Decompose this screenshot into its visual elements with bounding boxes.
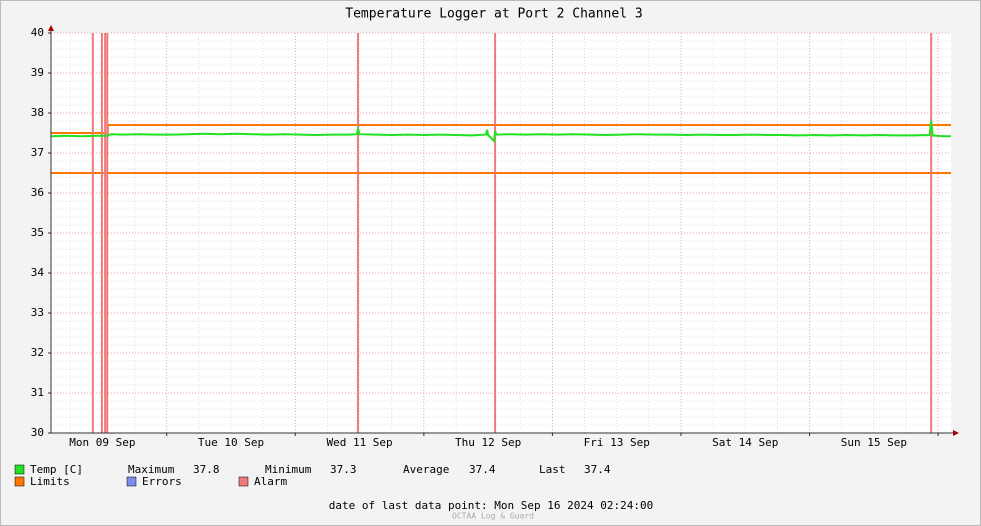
stat-label: Last — [539, 463, 566, 476]
x-tick-label: Fri 13 Sep — [584, 436, 650, 449]
stat-value: 37.3 — [330, 463, 357, 476]
legend-label: Temp [C] — [30, 463, 83, 476]
series-line — [50, 120, 951, 144]
legend-swatch — [14, 464, 25, 475]
y-tick-label: 31 — [31, 386, 44, 399]
legend-swatch — [238, 476, 249, 487]
legend-swatch — [126, 476, 137, 487]
x-tick-label: Thu 12 Sep — [455, 436, 521, 449]
stat-label: Minimum — [265, 463, 312, 476]
watermark: OCTAA Log & Guard — [452, 512, 534, 521]
legend-label: Errors — [142, 475, 182, 488]
axes: 30 31 32 33 34 35 36 37 38 39 40 Mon 09 Sep Tue 10 S… — [31, 25, 959, 449]
y-tick-label: 36 — [31, 186, 44, 199]
y-tick-label: 33 — [31, 306, 44, 319]
y-tick-label: 38 — [31, 106, 44, 119]
y-tick-label: 35 — [31, 226, 44, 239]
y-tick-label: 30 — [31, 426, 44, 439]
legend-label: Limits — [30, 475, 70, 488]
x-arrow — [953, 430, 959, 436]
stat-value: 37.4 — [584, 463, 611, 476]
legend: Temp [C]Limits Errors Alarm Maximum 37.8 Mini… — [14, 463, 611, 488]
stat-value: 37.8 — [193, 463, 220, 476]
grid — [51, 32, 951, 434]
x-tick-label: Sun 15 Sep — [841, 436, 907, 449]
stat-label: Maximum — [128, 463, 175, 476]
marks — [50, 33, 951, 433]
x-tick-label: Wed 11 Sep — [326, 436, 392, 449]
stat-value: 37.4 — [469, 463, 496, 476]
y-arrow — [48, 25, 54, 31]
x-tick-label: Mon 09 Sep — [69, 436, 135, 449]
stat-label: Average — [403, 463, 449, 476]
x-tick-label: Tue 10 Sep — [198, 436, 264, 449]
legend-swatch — [14, 476, 25, 487]
x-tick-label: Sat 14 Sep — [712, 436, 778, 449]
y-tick-label: 34 — [31, 266, 45, 279]
y-tick-label: 39 — [31, 66, 44, 79]
y-tick-label: 32 — [31, 346, 44, 359]
legend-label: Alarm — [254, 475, 287, 488]
y-tick-label: 40 — [31, 26, 44, 39]
chart-title: Temperature Logger at Port 2 Channel 3 — [345, 7, 642, 22]
footer: date of last data point: Mon Sep 16 2024… — [329, 499, 654, 512]
y-tick-label: 37 — [31, 146, 44, 159]
